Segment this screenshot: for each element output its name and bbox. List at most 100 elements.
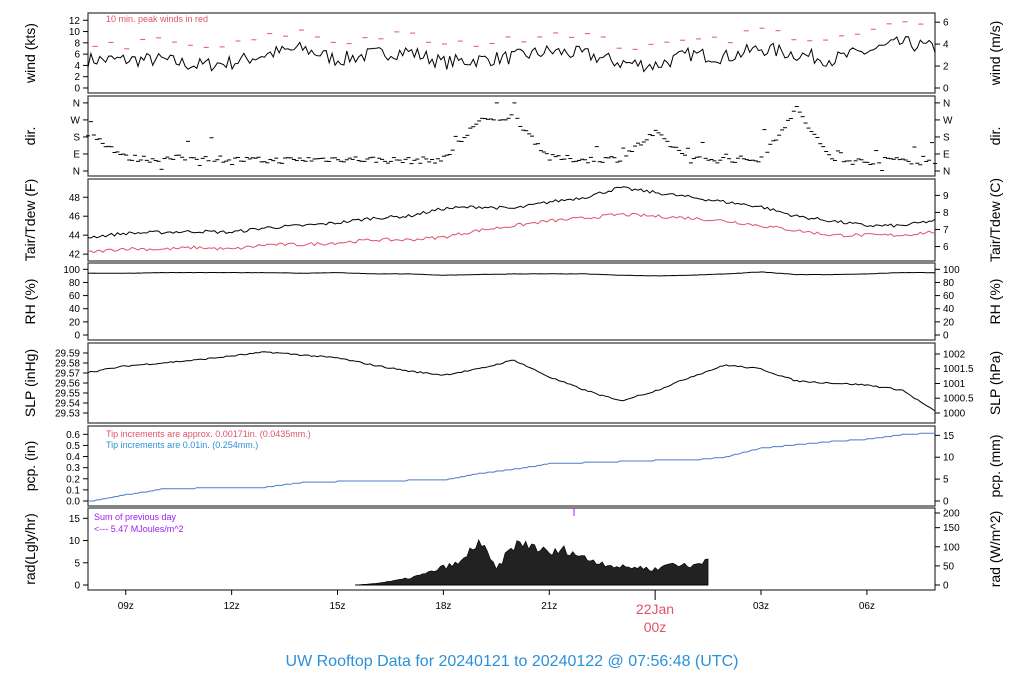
xtick-label: 15z xyxy=(329,601,345,612)
ytick-right-label: 20 xyxy=(943,317,955,328)
ytick-right-label: 6 xyxy=(943,18,949,29)
ytick-label: 29.53 xyxy=(55,409,80,420)
ytick-label: 100 xyxy=(63,265,80,276)
ytick-label: 8 xyxy=(74,38,80,49)
ylabel-dir: dir. xyxy=(22,127,38,146)
ytick-label: 10 xyxy=(69,536,81,547)
annotation-tip-actual: Tip increments are 0.01in. (0.254mm.) xyxy=(106,440,258,450)
ytick-right-label: 7 xyxy=(943,225,949,236)
date-label: 22Jan xyxy=(636,601,674,617)
series-radiation xyxy=(355,538,709,586)
ylabel-right-rh: RH (%) xyxy=(987,279,1003,325)
ytick-label: 0.2 xyxy=(66,474,80,485)
ytick-label: 29.57 xyxy=(55,369,80,380)
ytick-label: 0 xyxy=(74,581,80,592)
panel-frame-wind xyxy=(87,12,936,94)
ytick-label: 44 xyxy=(69,231,81,242)
xtick-label: 12z xyxy=(224,601,240,612)
xtick-label: 03z xyxy=(753,601,769,612)
ytick-label: 29.54 xyxy=(55,399,80,410)
ytick-right-label: 15 xyxy=(943,431,955,442)
ylabel-temp: Tair/Tdew (F) xyxy=(22,179,38,261)
ytick-label: 29.58 xyxy=(55,359,80,370)
series-pcp xyxy=(88,432,935,502)
ytick-right-label: 4 xyxy=(943,40,949,51)
ytick-label: 29.59 xyxy=(55,349,80,360)
ytick-label: W xyxy=(71,115,81,126)
xtick-label: 06z xyxy=(859,601,875,612)
ytick-label: 10 xyxy=(69,27,81,38)
ytick-label: 60 xyxy=(69,291,81,302)
ytick-label: E xyxy=(73,149,80,160)
ytick-right-label: 100 xyxy=(943,265,960,276)
ytick-right-label: 5 xyxy=(943,475,949,486)
ytick-label: 29.56 xyxy=(55,379,80,390)
ylabel-right-temp: Tair/Tdew (C) xyxy=(987,178,1003,262)
ytick-label: 80 xyxy=(69,278,81,289)
ytick-right-label: 40 xyxy=(943,304,955,315)
ytick-label: 2 xyxy=(74,72,80,83)
panel-frame-rad xyxy=(87,507,936,591)
ytick-right-label: 0 xyxy=(943,497,949,508)
annotation-sum-value: <--- 5.47 MJoules/m^2 xyxy=(94,524,184,534)
ytick-right-label: N xyxy=(943,98,950,109)
ytick-right-label: 1001 xyxy=(943,379,966,390)
ytick-label: 0 xyxy=(74,84,80,95)
ytick-right-label: 10 xyxy=(943,453,955,464)
annotation-peak: 10 min. peak winds in red xyxy=(106,14,208,24)
ytick-label: 0 xyxy=(74,331,80,342)
series-Tdew xyxy=(87,212,936,254)
ytick-label: 46 xyxy=(69,212,81,223)
ytick-right-label: 8 xyxy=(943,208,949,219)
ylabel-right-dir: dir. xyxy=(987,127,1003,146)
ytick-right-label: 1000 xyxy=(943,409,966,420)
ytick-right-label: 1002 xyxy=(943,350,966,361)
ytick-label: S xyxy=(73,132,80,143)
ytick-right-label: N xyxy=(943,167,950,178)
ytick-label: N xyxy=(73,167,80,178)
ytick-label: 20 xyxy=(69,317,81,328)
ytick-label: 0.6 xyxy=(66,430,80,441)
ytick-label: 15 xyxy=(69,514,81,525)
ytick-label: 40 xyxy=(69,304,81,315)
ytick-label: 0.0 xyxy=(66,497,80,508)
ytick-right-label: E xyxy=(943,149,950,160)
series-RH xyxy=(87,271,936,277)
ylabel-right-rad: rad (W/m^2) xyxy=(987,511,1003,588)
ytick-right-label: 1001.5 xyxy=(943,364,974,375)
ylabel-right-pcp: pcp. (mm) xyxy=(987,435,1003,498)
ytick-label: 0.1 xyxy=(66,485,80,496)
ytick-label: 12 xyxy=(69,16,81,27)
ylabel-right-slp: SLP (hPa) xyxy=(987,351,1003,415)
ytick-label: 0.3 xyxy=(66,463,80,474)
ytick-label: 0.5 xyxy=(66,441,80,452)
ytick-right-label: 200 xyxy=(943,509,960,520)
xtick-label: 09z xyxy=(118,601,134,612)
ytick-label: 0.4 xyxy=(66,452,80,463)
panel-frame-slp xyxy=(87,342,936,424)
ytick-right-label: 80 xyxy=(943,278,955,289)
ytick-right-label: 6 xyxy=(943,242,949,253)
ylabel-right-wind: wind (m/s) xyxy=(987,21,1003,87)
ytick-label: 48 xyxy=(69,193,81,204)
ylabel-slp: SLP (inHg) xyxy=(22,349,38,417)
panel-frame-rh xyxy=(87,262,936,341)
panel-frame-dir xyxy=(87,95,936,177)
ytick-right-label: W xyxy=(943,115,953,126)
ytick-right-label: 60 xyxy=(943,291,955,302)
series-SLP xyxy=(87,351,936,412)
annotation-sum-label: Sum of previous day xyxy=(94,512,177,522)
ytick-right-label: 0 xyxy=(943,84,949,95)
series-wind xyxy=(87,36,936,73)
ytick-right-label: 1000.5 xyxy=(943,394,974,405)
xtick-label: 21z xyxy=(541,601,557,612)
ytick-right-label: 50 xyxy=(943,561,955,572)
ytick-right-label: 2 xyxy=(943,62,949,73)
xtick-label: 18z xyxy=(435,601,451,612)
ylabel-rad: rad(Lgly/hr) xyxy=(22,513,38,585)
ytick-label: N xyxy=(73,98,80,109)
ytick-right-label: 150 xyxy=(943,523,960,534)
ylabel-wind: wind (kts) xyxy=(22,23,38,84)
ytick-right-label: 100 xyxy=(943,542,960,553)
